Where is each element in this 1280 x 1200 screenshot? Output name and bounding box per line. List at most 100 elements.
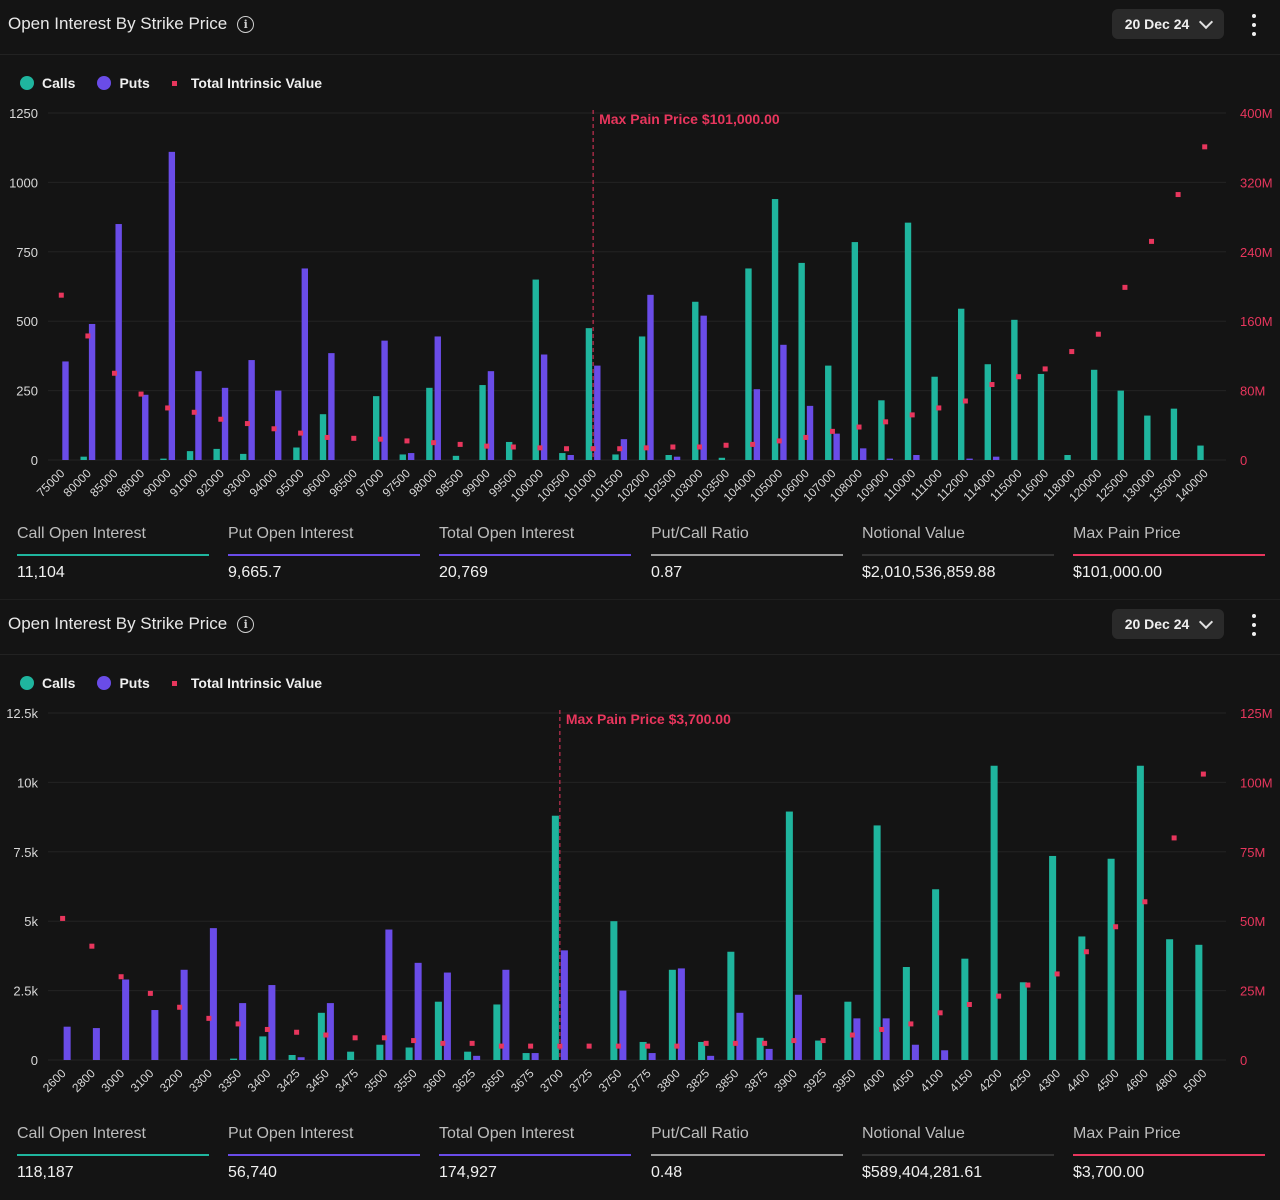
- bar-calls: [347, 1051, 355, 1060]
- intrinsic-value-point: [564, 446, 570, 452]
- y-tick-left: 0: [31, 1053, 38, 1068]
- x-tick-label: 90000: [140, 466, 174, 500]
- bar-puts: [385, 929, 393, 1060]
- date-selector[interactable]: 20 Dec 24: [1112, 9, 1224, 39]
- bar-puts: [531, 1053, 539, 1060]
- legend-item-calls[interactable]: Calls: [20, 75, 75, 91]
- intrinsic-value-point: [244, 421, 250, 427]
- stat-underline: [439, 554, 631, 556]
- intrinsic-value-point: [469, 1040, 475, 1046]
- intrinsic-value-point: [791, 1038, 797, 1044]
- intrinsic-value-point: [989, 382, 995, 388]
- bar-puts: [780, 344, 787, 460]
- legend-item-intrinsic[interactable]: Total Intrinsic Value: [171, 675, 323, 691]
- intrinsic-value-point: [1054, 971, 1060, 977]
- x-tick-label: 91000: [167, 466, 201, 500]
- x-tick-label: 4150: [947, 1066, 976, 1095]
- y-tick-right: 75M: [1240, 845, 1265, 860]
- bar-calls: [785, 811, 793, 1060]
- bar-calls: [505, 441, 513, 460]
- y-tick-left: 2.5k: [13, 984, 38, 999]
- intrinsic-value-point: [1142, 899, 1148, 905]
- bar-puts: [941, 1050, 949, 1060]
- bar-calls: [1166, 939, 1174, 1060]
- legend-item-puts[interactable]: Puts: [97, 75, 150, 91]
- x-tick-label: 94000: [247, 466, 281, 500]
- stat-label: Total Open Interest: [439, 1125, 575, 1142]
- bar-puts: [700, 315, 707, 460]
- stat-underline: [862, 1154, 1054, 1156]
- x-tick-label: 97000: [353, 466, 387, 500]
- intrinsic-value-point: [60, 915, 66, 921]
- x-tick-label: 3825: [683, 1066, 712, 1095]
- bar-calls: [904, 222, 912, 460]
- bar-puts: [487, 371, 495, 460]
- bar-calls: [961, 958, 969, 1060]
- intrinsic-value-point: [1200, 771, 1206, 777]
- intrinsic-value-point: [615, 1043, 621, 1049]
- intrinsic-value-point: [111, 370, 117, 376]
- chevron-down-icon: [1199, 614, 1214, 629]
- bar-calls: [1170, 408, 1178, 460]
- bar-puts: [297, 1057, 305, 1060]
- panel-title: Open Interest By Strike Price i: [8, 14, 255, 34]
- info-icon[interactable]: i: [237, 615, 255, 633]
- bar-calls: [1037, 373, 1045, 460]
- intrinsic-value-point: [1149, 238, 1155, 244]
- more-options-icon[interactable]: [1248, 14, 1260, 36]
- y-tick-left: 12.5k: [6, 706, 38, 721]
- bar-puts: [794, 994, 802, 1060]
- bar-puts: [736, 1012, 744, 1060]
- x-tick-label: 3425: [274, 1066, 303, 1095]
- bar-calls: [984, 364, 991, 460]
- bar-puts: [88, 323, 96, 460]
- header-divider: [0, 654, 1280, 655]
- y-tick-right: 25M: [1240, 984, 1265, 999]
- legend-item-puts[interactable]: Puts: [97, 675, 150, 691]
- bar-calls: [452, 455, 460, 460]
- puts-swatch-icon: [97, 76, 112, 90]
- legend-puts-label: Puts: [119, 675, 150, 691]
- legend-item-intrinsic[interactable]: Total Intrinsic Value: [171, 75, 322, 91]
- x-tick-label: 95000: [273, 466, 307, 500]
- x-tick-label: 3725: [566, 1066, 595, 1095]
- intrinsic-value-point: [118, 974, 124, 980]
- stat-value: 20,769: [439, 564, 488, 581]
- intrinsic-value-point: [85, 333, 91, 339]
- bar-calls: [1117, 390, 1124, 460]
- bar-puts: [122, 979, 130, 1060]
- intrinsic-value-point: [324, 434, 330, 440]
- bar-calls: [213, 448, 220, 460]
- bar-puts: [677, 968, 685, 1060]
- legend-intrinsic-label: Total Intrinsic Value: [190, 675, 323, 691]
- y-tick-right: 400M: [1240, 106, 1273, 121]
- bar-puts: [540, 354, 548, 460]
- date-selector-label: 20 Dec 24: [1124, 16, 1190, 32]
- bar-calls: [240, 453, 247, 460]
- more-options-icon[interactable]: [1248, 614, 1260, 636]
- stat-underline: [228, 554, 420, 556]
- legend-item-calls[interactable]: Calls: [20, 675, 75, 691]
- bar-calls: [1195, 944, 1203, 1060]
- info-icon[interactable]: i: [237, 15, 255, 33]
- bar-puts: [560, 950, 568, 1060]
- date-selector-label: 20 Dec 24: [1124, 616, 1190, 632]
- stat-total-oi: Total Open Interest 174,927: [439, 1125, 631, 1182]
- intrinsic-value-point: [936, 405, 942, 411]
- intrinsic-value-point: [431, 440, 437, 446]
- bar-puts: [142, 394, 149, 460]
- intrinsic-value-point: [856, 424, 862, 430]
- bar-puts: [92, 1028, 100, 1060]
- intrinsic-value-point: [829, 428, 835, 434]
- chart-legend: Calls Puts Total Intrinsic Value: [20, 75, 322, 91]
- bar-puts: [328, 353, 335, 460]
- open-interest-chart: 0 250 500 750 1000 1250 0 80M 160M 240M 320M 400M 75…: [9, 106, 1273, 504]
- date-selector[interactable]: 20 Dec 24: [1112, 609, 1224, 639]
- x-tick-label: 3650: [479, 1066, 508, 1095]
- stat-underline: [17, 554, 209, 556]
- x-tick-label: 98000: [406, 466, 440, 500]
- bar-puts: [62, 361, 69, 460]
- bar-calls: [426, 387, 433, 460]
- y-tick-right: 100M: [1240, 775, 1273, 790]
- chevron-down-icon: [1199, 14, 1214, 29]
